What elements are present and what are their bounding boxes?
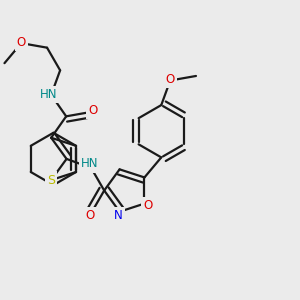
- Text: O: O: [85, 209, 95, 222]
- Text: O: O: [17, 36, 26, 49]
- Text: HN: HN: [81, 158, 98, 170]
- Text: N: N: [114, 209, 122, 222]
- Text: HN: HN: [40, 88, 58, 101]
- Text: O: O: [88, 104, 98, 117]
- Text: S: S: [47, 174, 55, 187]
- Text: O: O: [166, 73, 175, 86]
- Text: O: O: [143, 200, 153, 212]
